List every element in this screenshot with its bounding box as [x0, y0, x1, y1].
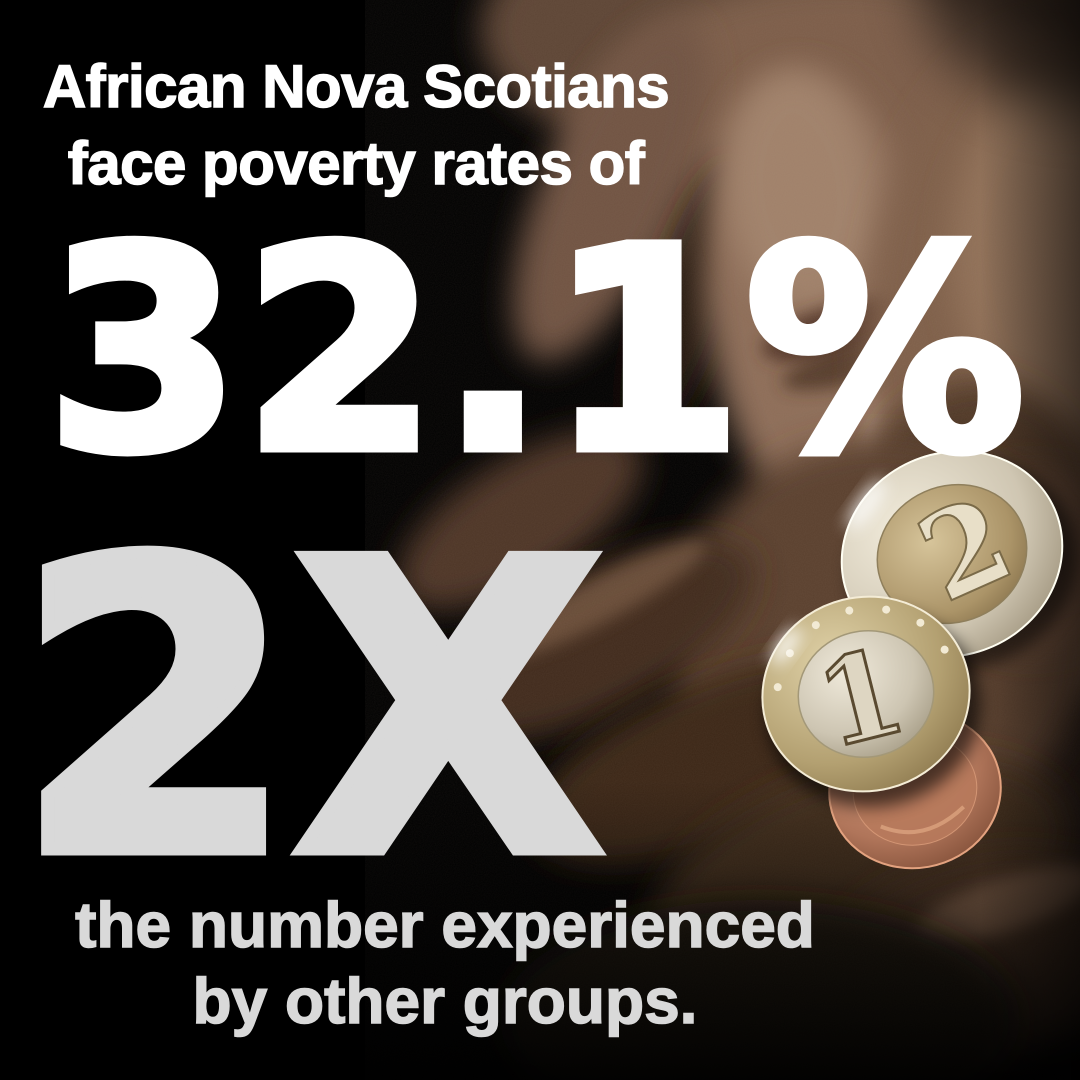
two-euro-coin: 2 — [840, 450, 1078, 671]
one-euro-coin: 1 — [761, 595, 982, 808]
